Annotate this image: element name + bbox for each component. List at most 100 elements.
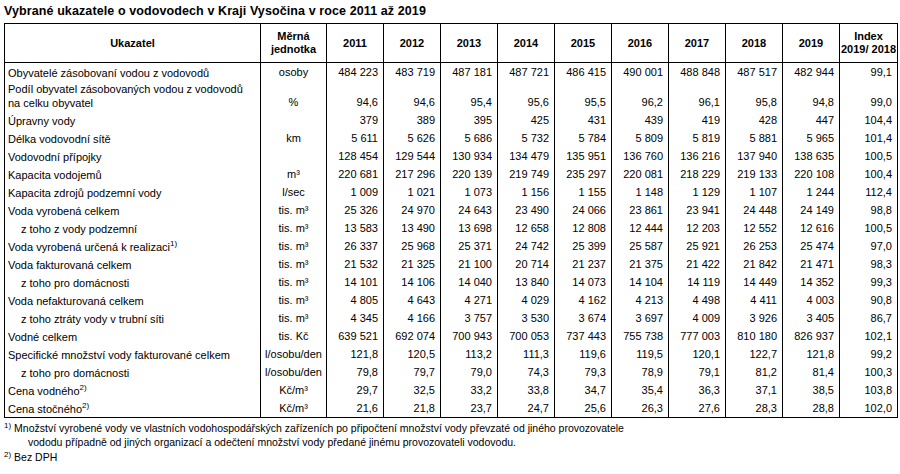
value-cell: 97,0 xyxy=(840,237,898,255)
value-cell: 29,7 xyxy=(327,381,384,399)
value-cell: 4 003 xyxy=(783,291,840,309)
value-cell: 79,8 xyxy=(327,363,384,381)
indicator-cell: Voda nefakturovaná celkem xyxy=(5,291,261,309)
footnotes: 1) Množství vyrobené vody ve vlastních v… xyxy=(4,421,897,464)
value-cell: 14 449 xyxy=(726,273,783,291)
unit-cell: Kč/m³ xyxy=(261,399,327,418)
value-cell: 5 819 xyxy=(669,129,726,147)
value-cell: 4 166 xyxy=(384,309,441,327)
value-cell: 4 271 xyxy=(441,291,498,309)
value-cell: 94,8 xyxy=(783,81,840,111)
indicator-cell: z toho z vody podzemní xyxy=(5,219,261,237)
table-row: Voda vyrobená určená k realizaci1)tis. m… xyxy=(5,237,898,255)
value-cell: 482 944 xyxy=(783,63,840,82)
value-cell: 100,4 xyxy=(840,165,898,183)
value-cell: 1 155 xyxy=(555,183,612,201)
value-cell: 487 181 xyxy=(441,63,498,82)
unit-cell: tis. m³ xyxy=(261,309,327,327)
value-cell: 119,5 xyxy=(612,345,669,363)
indicator-cell: Cena stočného2) xyxy=(5,399,261,418)
value-cell: 100,5 xyxy=(840,147,898,165)
footnote-2-marker: 2) xyxy=(4,450,11,459)
value-cell: 25,6 xyxy=(555,399,612,418)
value-cell: 104,4 xyxy=(840,111,898,129)
value-cell: 4 009 xyxy=(669,309,726,327)
value-cell: 79,1 xyxy=(669,363,726,381)
indicator-cell: z toho pro domácnosti xyxy=(5,273,261,291)
table-row: Úpravny vody3793893954254314394194284471… xyxy=(5,111,898,129)
value-cell: 135 951 xyxy=(555,147,612,165)
value-cell: 395 xyxy=(441,111,498,129)
value-cell: 26 253 xyxy=(726,237,783,255)
footnote-1-marker: 1) xyxy=(4,421,11,430)
value-cell: 1 107 xyxy=(726,183,783,201)
value-cell: 136 760 xyxy=(612,147,669,165)
value-cell: 102,0 xyxy=(840,399,898,418)
unit-cell: tis. m³ xyxy=(261,201,327,219)
footnote-2: 2) Bez DPH xyxy=(4,450,897,464)
value-cell: 219 133 xyxy=(726,165,783,183)
unit-cell: tis. Kč xyxy=(261,327,327,345)
footnote-1: 1) Množství vyrobené vody ve vlastních v… xyxy=(4,421,897,449)
value-cell: 21 375 xyxy=(612,255,669,273)
value-cell: 23 941 xyxy=(669,201,726,219)
value-cell: 90,8 xyxy=(840,291,898,309)
value-cell: 235 297 xyxy=(555,165,612,183)
footnote-2-text: Bez DPH xyxy=(14,451,57,463)
table-row: Vodné celkemtis. Kč639 521692 074700 943… xyxy=(5,327,898,345)
value-cell: 3 926 xyxy=(726,309,783,327)
value-cell: 1 148 xyxy=(612,183,669,201)
value-cell: 21 325 xyxy=(384,255,441,273)
value-cell: 122,7 xyxy=(726,345,783,363)
value-cell: 14 040 xyxy=(441,273,498,291)
value-cell: 111,3 xyxy=(498,345,555,363)
value-cell: 25 968 xyxy=(384,237,441,255)
value-cell: 21,8 xyxy=(384,399,441,418)
data-table: Ukazatel Měrná jednotka 2011 2012 2013 2… xyxy=(4,23,898,418)
value-cell: 4 213 xyxy=(612,291,669,309)
unit-cell xyxy=(261,147,327,165)
unit-cell: tis. m³ xyxy=(261,237,327,255)
unit-cell: osoby xyxy=(261,63,327,82)
value-cell: 639 521 xyxy=(327,327,384,345)
value-cell: 484 223 xyxy=(327,63,384,82)
unit-cell xyxy=(261,111,327,129)
indicator-cell: Kapacita zdrojů podzemní vody xyxy=(5,183,261,201)
table-row: Podíl obyvatel zásobovaných vodou z vodo… xyxy=(5,81,898,111)
table-row: Specifické množství vody fakturované cel… xyxy=(5,345,898,363)
value-cell: 128 454 xyxy=(327,147,384,165)
value-cell: 3 530 xyxy=(498,309,555,327)
value-cell: 4 498 xyxy=(669,291,726,309)
col-header-year-2017: 2017 xyxy=(669,24,726,63)
value-cell: 38,5 xyxy=(783,381,840,399)
col-header-year-2013: 2013 xyxy=(441,24,498,63)
value-cell: 74,3 xyxy=(498,363,555,381)
value-cell: 700 053 xyxy=(498,327,555,345)
value-cell: 428 xyxy=(726,111,783,129)
value-cell: 419 xyxy=(669,111,726,129)
value-cell: 4 162 xyxy=(555,291,612,309)
indicator-cell: Vodovodní přípojky xyxy=(5,147,261,165)
value-cell: 439 xyxy=(612,111,669,129)
unit-cell: % xyxy=(261,81,327,111)
table-row: Kapacita vodojemům³220 681217 296220 139… xyxy=(5,165,898,183)
value-cell: 32,5 xyxy=(384,381,441,399)
value-cell: 79,3 xyxy=(555,363,612,381)
value-cell: 103,8 xyxy=(840,381,898,399)
page: Vybrané ukazatele o vodovodech v Kraji V… xyxy=(0,0,900,464)
value-cell: 1 129 xyxy=(669,183,726,201)
table-row: Vodovodní přípojky128 454129 544130 9341… xyxy=(5,147,898,165)
indicator-cell: Vodné celkem xyxy=(5,327,261,345)
value-cell: 700 943 xyxy=(441,327,498,345)
value-cell: 12 658 xyxy=(498,219,555,237)
value-cell: 14 352 xyxy=(783,273,840,291)
indicator-cell: Podíl obyvatel zásobovaných vodou z vodo… xyxy=(5,81,261,111)
footnote-ref: 2) xyxy=(80,383,87,392)
col-header-year-2018: 2018 xyxy=(726,24,783,63)
value-cell: 27,6 xyxy=(669,399,726,418)
value-cell: 486 415 xyxy=(555,63,612,82)
value-cell: 33,8 xyxy=(498,381,555,399)
table-row: Délka vodovodní sítěkm5 6115 6265 6865 7… xyxy=(5,129,898,147)
value-cell: 21 237 xyxy=(555,255,612,273)
col-header-unit-line2: jednotka xyxy=(271,43,316,55)
